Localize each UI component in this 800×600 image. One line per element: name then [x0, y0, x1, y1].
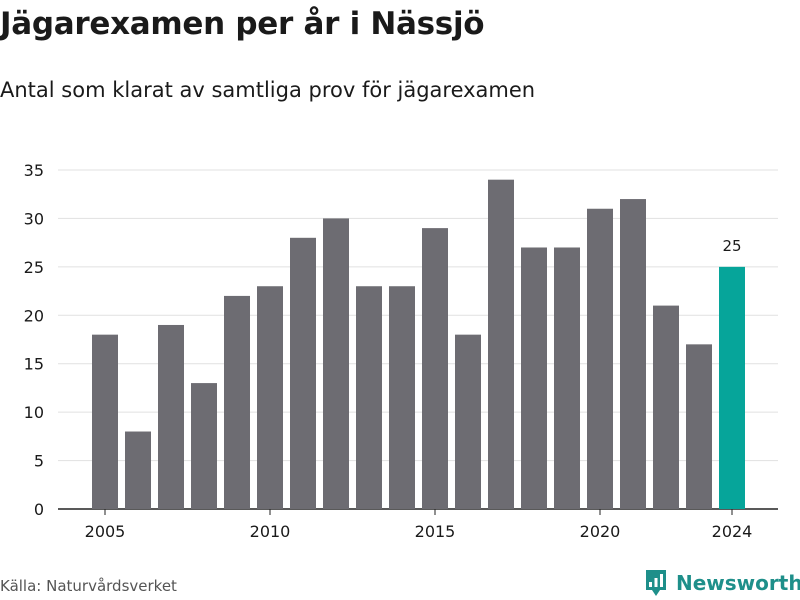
source-note: Källa: Naturvårdsverket [0, 577, 177, 595]
brand[interactable]: Newsworthy [644, 569, 800, 597]
bar-2020 [587, 208, 613, 509]
y-tick-label-10: 10 [24, 403, 44, 422]
y-tick-label-25: 25 [24, 258, 44, 277]
bar-2009 [224, 295, 250, 509]
chart-subtitle: Antal som klarat av samtliga prov för jä… [0, 78, 536, 102]
y-tick-label-20: 20 [24, 306, 44, 325]
data-label-2024: 25 [722, 237, 741, 255]
newsworthy-logo-icon [646, 570, 666, 596]
x-tick-label-2010: 2010 [250, 522, 291, 541]
bar-2005 [92, 334, 118, 509]
bar-2021 [620, 199, 646, 510]
x-tick-label-2024: 2024 [712, 522, 753, 541]
bar-2013 [356, 286, 382, 509]
bar-2023 [686, 344, 712, 509]
bar-2024 [719, 266, 745, 509]
y-tick-label-35: 35 [24, 161, 44, 180]
bars [92, 179, 745, 510]
bar-2011 [290, 237, 316, 510]
brand-name: Newsworthy [676, 571, 800, 595]
bar-2007 [158, 324, 184, 509]
bar-2008 [191, 383, 217, 509]
bar-2019 [554, 247, 580, 509]
bar-2015 [422, 228, 448, 509]
labels: 0 5 10 15 20 25 30 35 25 2005 2010 2015 2020 2024 [24, 161, 753, 541]
x-tick-label-2005: 2005 [85, 522, 126, 541]
bar-2016 [455, 334, 481, 509]
bar-2012 [323, 218, 349, 509]
bar-2014 [389, 286, 415, 509]
x-tick-label-2015: 2015 [415, 522, 456, 541]
bar-2017 [488, 179, 514, 509]
y-tick-label-0: 0 [34, 500, 44, 519]
x-tick-label-2020: 2020 [580, 522, 621, 541]
y-tick-label-5: 5 [34, 452, 44, 471]
bar-2010 [257, 286, 283, 509]
bar-2018 [521, 247, 547, 509]
y-tick-label-30: 30 [24, 209, 44, 228]
chart-title: Jägarexamen per år i Nässjö [0, 6, 485, 42]
bar-2022 [653, 305, 679, 509]
bar-2006 [125, 431, 151, 509]
y-tick-label-15: 15 [24, 355, 44, 374]
